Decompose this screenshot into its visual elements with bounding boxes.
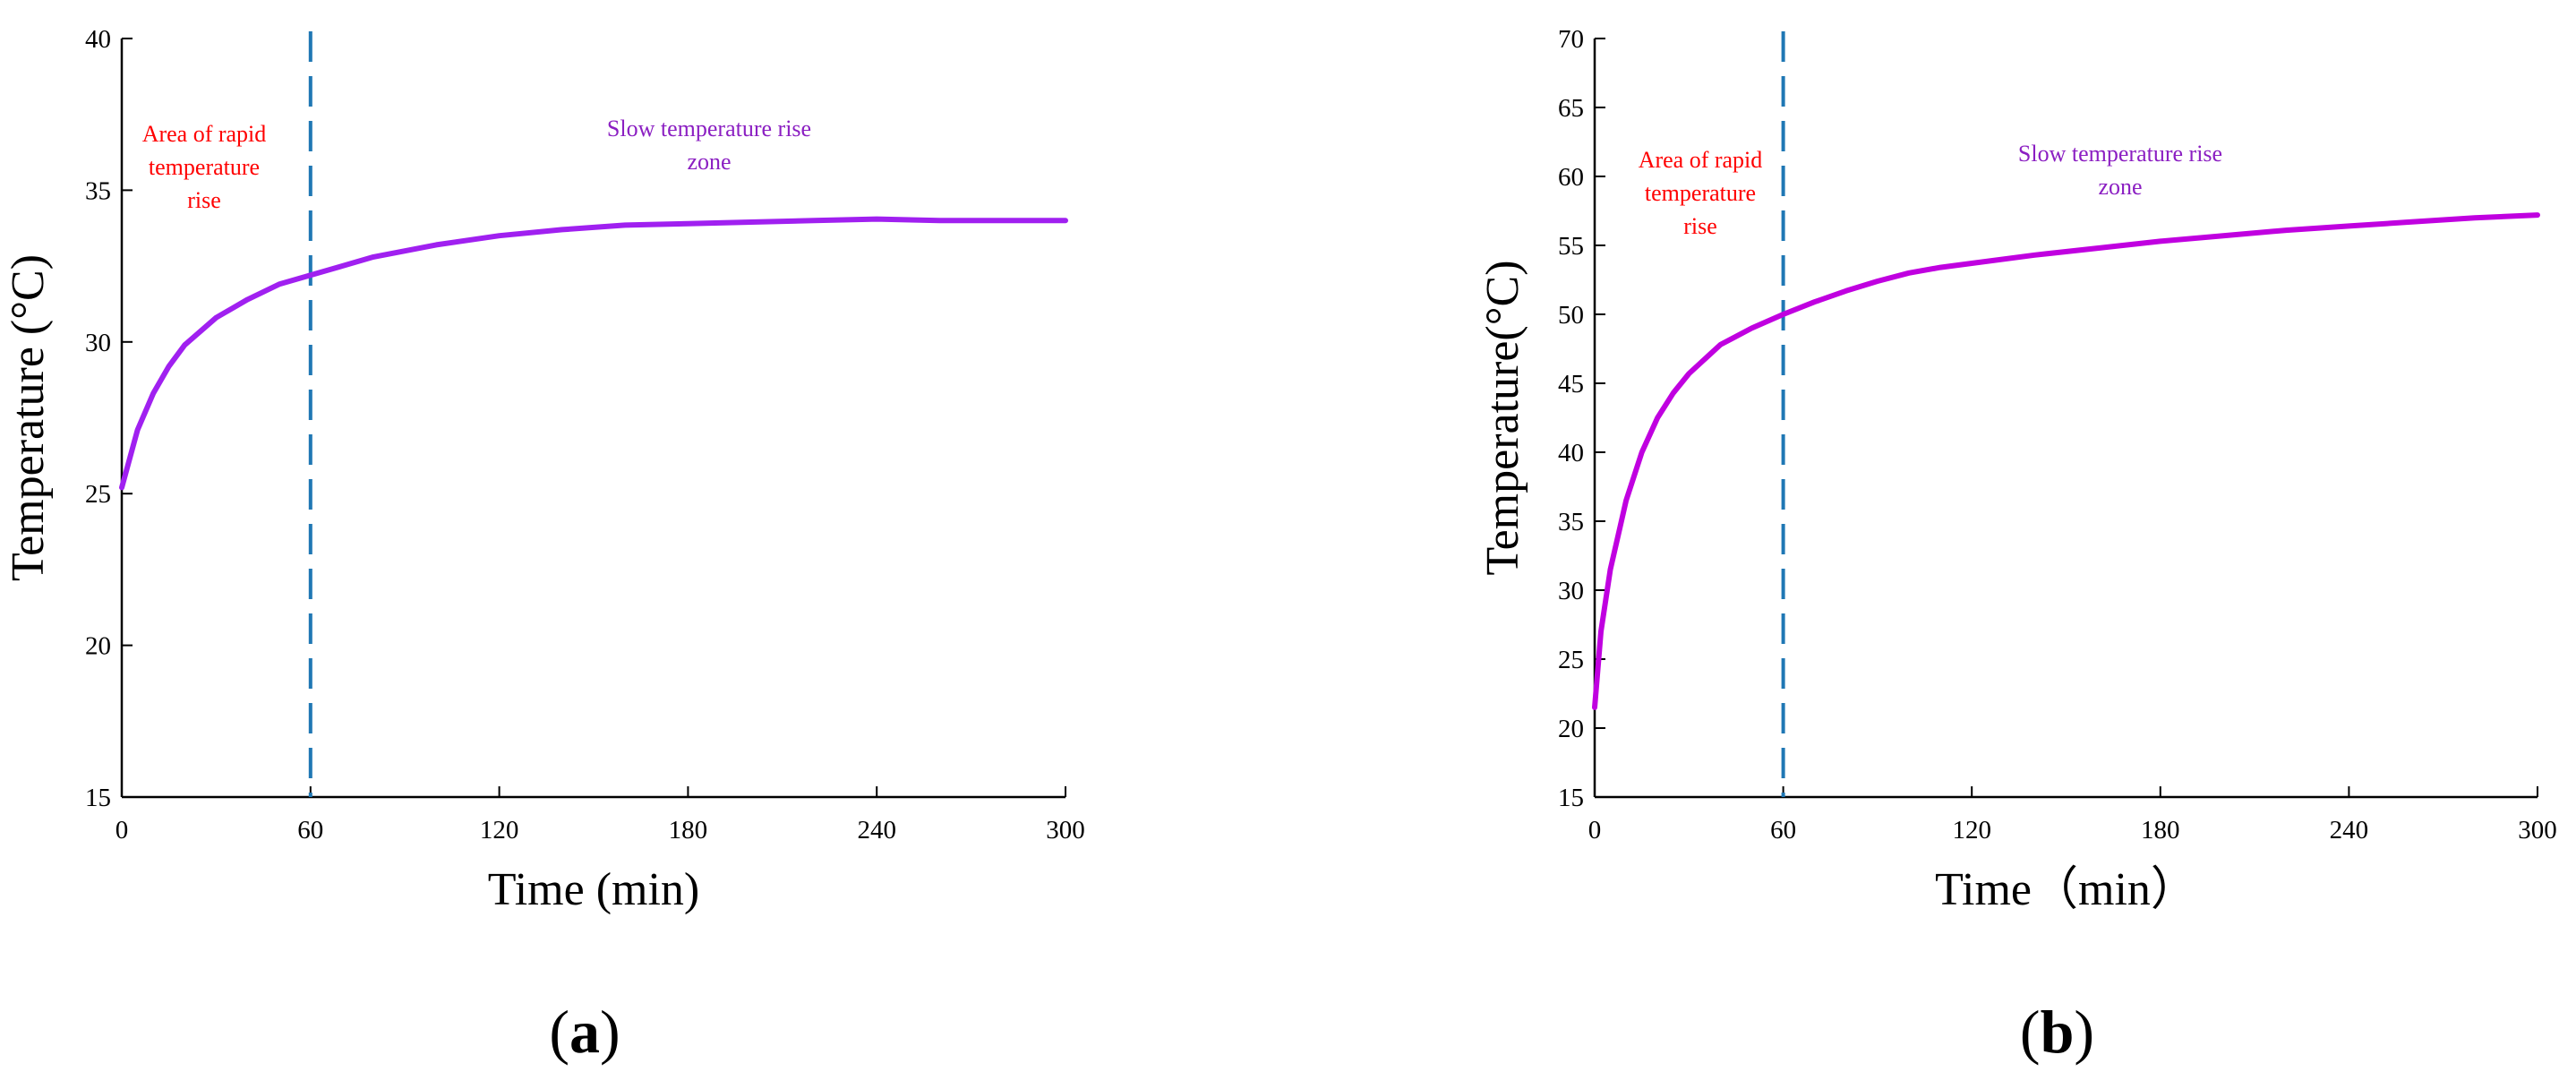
- annotation-line: temperature: [1645, 180, 1756, 206]
- chart-panel-a: 0 60 120 180 240 300 15 20 25 30 35 40 Area of rapid…: [3, 25, 1085, 1066]
- y-tick-label: 55: [1558, 232, 1584, 261]
- y-tick-label: 25: [1558, 646, 1584, 674]
- annotation-line: zone: [687, 149, 731, 175]
- y-tick-label: 50: [1558, 301, 1584, 330]
- y-tick-label: 70: [1558, 25, 1584, 54]
- annotation-line: Area of rapid: [142, 121, 267, 147]
- y-tick-label: 20: [1558, 715, 1584, 743]
- y-axis-label: Temperature (°C): [3, 254, 54, 581]
- annotation-line: Area of rapid: [1639, 147, 1763, 173]
- slow-zone-annotation: Slow temperature rise zone: [607, 116, 811, 175]
- annotation-line: zone: [2098, 174, 2142, 200]
- x-tick-label: 180: [2141, 816, 2180, 845]
- y-tick-label: 35: [1558, 508, 1584, 536]
- x-tick-label: 300: [2518, 816, 2557, 845]
- x-tick-label: 120: [480, 816, 519, 845]
- y-tick-label: 40: [1558, 439, 1584, 467]
- y-tick-label: 40: [85, 25, 111, 54]
- x-tick-label: 120: [1952, 816, 1991, 845]
- series-line: [119, 216, 1068, 491]
- y-axis-label: Temperature(°C): [1477, 260, 1528, 575]
- annotation-line: Slow temperature rise: [607, 116, 811, 141]
- annotation-line: rise: [187, 187, 221, 213]
- x-axis-label: Time (min): [488, 864, 699, 915]
- x-axis-label: Time（min）: [1935, 864, 2197, 915]
- y-tick-label: 30: [1558, 577, 1584, 605]
- x-tick-label: 180: [669, 816, 708, 845]
- x-tick-label: 0: [116, 816, 129, 845]
- y-tick-label: 30: [85, 329, 111, 357]
- x-tick-label: 240: [857, 816, 896, 845]
- slow-zone-annotation: Slow temperature rise zone: [2018, 141, 2222, 200]
- rapid-zone-annotation: Area of rapid temperature rise: [142, 121, 267, 213]
- x-tick-label: 0: [1588, 816, 1602, 845]
- x-tick-label: 240: [2330, 816, 2369, 845]
- y-tick-label: 45: [1558, 370, 1584, 399]
- annotation-line: temperature: [149, 154, 260, 180]
- panel-label: (a): [549, 998, 620, 1066]
- y-tick-label: 35: [85, 176, 111, 205]
- y-tick-label: 25: [85, 480, 111, 509]
- chart-panel-b: 0 60 120 180 240 300 15 20 25 30 35 40 45 50 55 60 65 70 A…: [1477, 25, 2557, 1066]
- y-tick-label: 15: [85, 784, 111, 812]
- y-tick-label: 15: [1558, 784, 1584, 812]
- x-tick-label: 60: [297, 816, 323, 845]
- annotation-line: Slow temperature rise: [2018, 141, 2222, 167]
- x-tick-label: 300: [1046, 816, 1085, 845]
- x-tick-label: 60: [1770, 816, 1796, 845]
- y-tick-label: 65: [1558, 94, 1584, 123]
- series-line: [1592, 212, 2540, 710]
- y-tick-label: 60: [1558, 163, 1584, 192]
- annotation-line: rise: [1683, 213, 1717, 239]
- y-tick-label: 20: [85, 632, 111, 661]
- rapid-zone-annotation: Area of rapid temperature rise: [1639, 147, 1763, 239]
- panel-label: (b): [2020, 998, 2094, 1066]
